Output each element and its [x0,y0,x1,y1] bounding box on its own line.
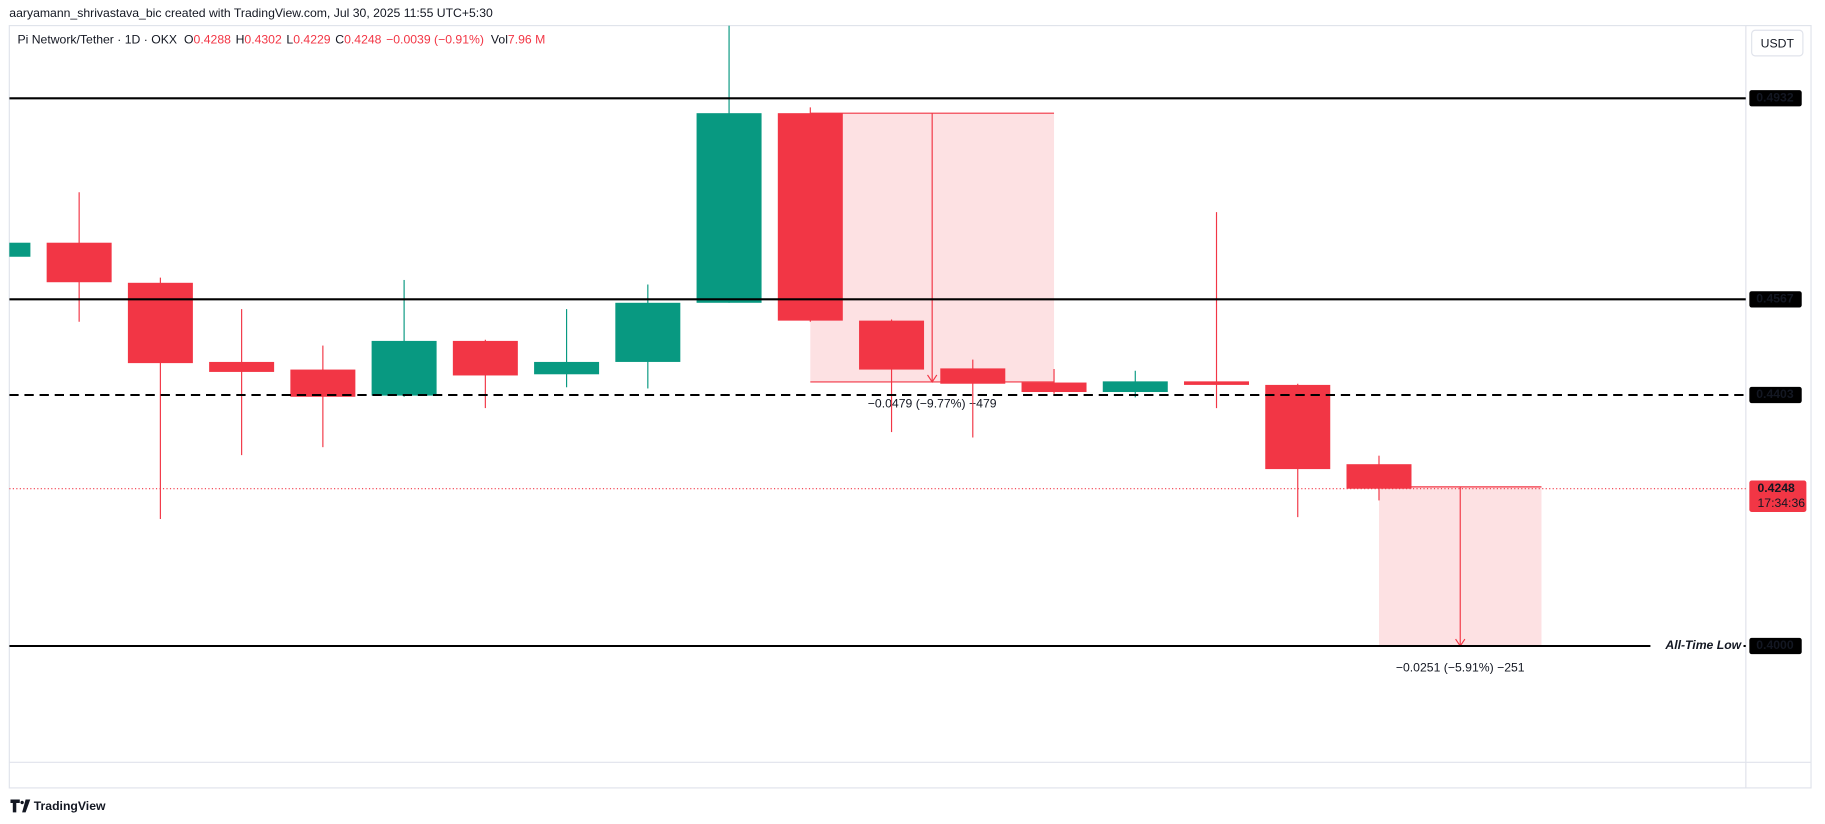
price-label: 0.4403 [1756,387,1794,401]
price-label-bg [1749,637,1802,655]
footer: TradingView [34,799,106,813]
logo-icon [10,799,31,813]
measure-label: −0.0479 (−9.77%) −479 [868,396,997,410]
price-label-bg [1749,291,1802,308]
candle-body [1021,382,1087,393]
legend-volume: 7.96 M [508,33,545,47]
legend-label: H [236,33,245,47]
candle-body [777,113,843,321]
legend-label: O [184,33,194,47]
price-label-bg [1749,386,1802,404]
legend-value: 0.4248 [344,33,382,47]
legend-change: −0.0039 (−0.91%) [386,33,484,47]
annotation-bg [1650,637,1744,655]
header: aaryamann_shrivastava_bic created with T… [9,6,493,20]
countdown-label: 17:34:36 [1757,496,1805,510]
candle-body [940,368,1006,384]
candle-body [534,361,600,375]
price-label: 0.4932 [1756,91,1794,105]
price-label-bg [1749,90,1802,107]
legend: Pi Network/Tether · 1D · OKX O0.4288 H0.43… [17,33,545,47]
level-annotation: All-Time Low [1664,638,1742,652]
candle-body [290,369,356,397]
currency-label: USDT [1761,36,1795,50]
legend-value: 0.4288 [194,33,232,47]
candle-body [859,320,925,370]
candle-body [452,340,518,376]
measure-label: −0.0251 (−5.91%) −251 [1396,660,1525,674]
candle-body [1184,381,1250,385]
candle-body [127,282,193,364]
current-price-label: 0.4248 [1757,481,1795,495]
chart-frame [8,25,1812,789]
current-price-bg [1749,480,1807,512]
price-label: 0.4567 [1756,292,1794,306]
measure-arrowhead [927,374,938,384]
candle-body [371,340,437,396]
candle-body [696,113,762,303]
legend-label: Vol [491,33,508,47]
candle-body [1346,464,1412,489]
currency-button[interactable] [1751,29,1804,57]
legend-label: C [335,33,344,47]
legend-label: L [286,33,293,47]
candle-body [615,302,681,362]
candle-body [209,361,275,372]
candle-body [1265,384,1331,470]
candle-body [1102,381,1168,393]
symbol-title: Pi Network/Tether · 1D · OKX [17,33,177,47]
tv-logo: TradingView [10,799,106,813]
legend-value: 0.4229 [293,33,331,47]
legend-value: 0.4302 [244,33,282,47]
candle-body [46,242,112,283]
price-label: 0.4000 [1756,638,1794,652]
plot: −0.0479 (−9.77%) −479 −0.0251 (−5.91%) −2… [9,25,1746,674]
candle-body [9,242,31,257]
